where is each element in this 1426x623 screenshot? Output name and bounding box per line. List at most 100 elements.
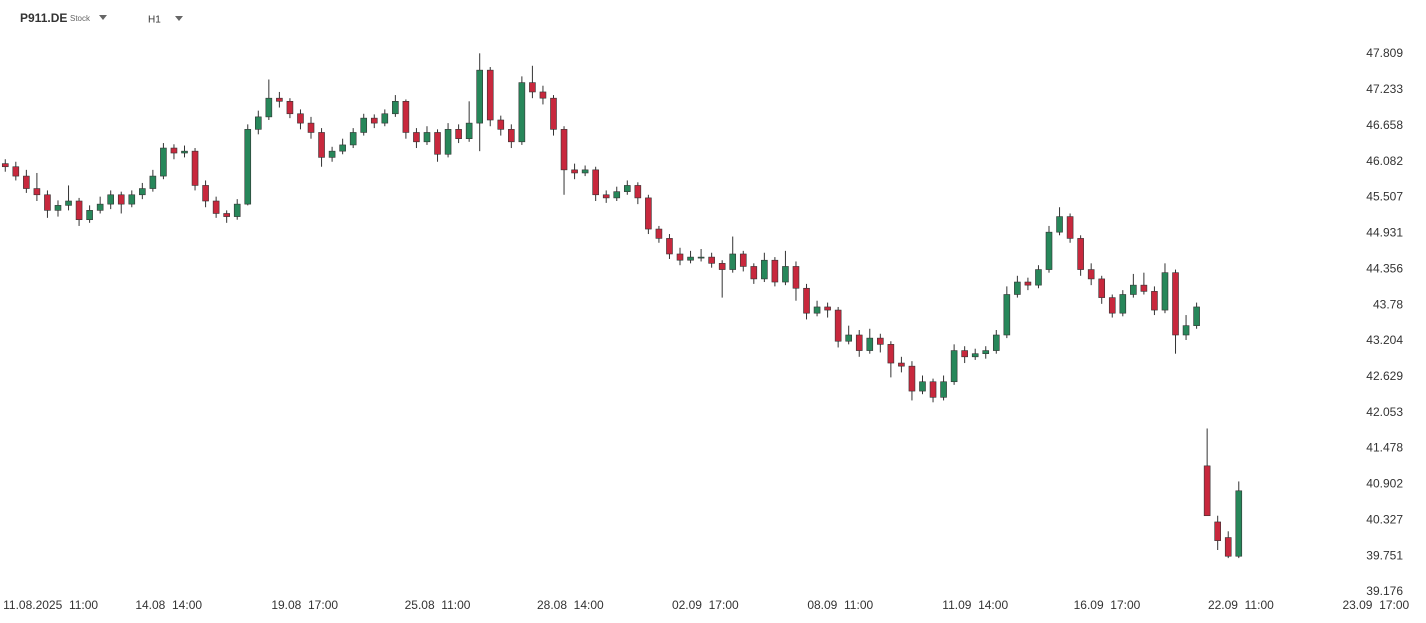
timeframe[interactable]: H1 xyxy=(148,15,161,26)
candle-body xyxy=(560,129,568,171)
candle-body xyxy=(761,259,768,280)
candle-body xyxy=(908,365,916,392)
candle-body xyxy=(307,122,315,133)
y-tick-label: 46.658 xyxy=(1366,118,1403,132)
candle-body xyxy=(170,147,178,154)
candle-body xyxy=(992,334,1000,351)
y-tick-label: 41.478 xyxy=(1366,441,1403,455)
y-tick-label: 43.78 xyxy=(1373,297,1403,311)
candle-body xyxy=(413,132,420,143)
y-tick-label: 42.053 xyxy=(1366,405,1403,419)
candle-body xyxy=(1035,269,1042,286)
x-tick-label: 23.09 17:00 xyxy=(1342,598,1409,612)
candle-body xyxy=(845,334,852,342)
candle-body xyxy=(339,144,346,152)
candle-body xyxy=(381,113,389,124)
y-tick-label: 47.809 xyxy=(1366,46,1403,60)
candle-body xyxy=(1140,284,1148,292)
x-tick-label: 02.09 17:00 xyxy=(672,598,739,612)
instrument-type[interactable]: Stock xyxy=(70,14,91,23)
candle-body xyxy=(866,337,874,351)
y-tick-label: 40.902 xyxy=(1366,477,1403,491)
candle-body xyxy=(666,238,673,255)
x-tick-label: 11.09 14:00 xyxy=(942,598,1008,612)
candle-body xyxy=(402,101,410,133)
candle-body xyxy=(687,256,694,261)
candle-body xyxy=(223,213,230,217)
candle-body xyxy=(613,191,621,199)
candle-body xyxy=(1056,216,1063,233)
candle-body xyxy=(792,266,800,289)
y-tick-label: 44.931 xyxy=(1366,226,1403,240)
candle-body xyxy=(824,306,831,311)
candle-body xyxy=(623,185,631,192)
candle-body xyxy=(1182,325,1190,336)
y-tick-label: 47.233 xyxy=(1366,82,1403,96)
candle-body xyxy=(887,344,895,364)
dropdown-arrow[interactable] xyxy=(99,15,107,20)
candle-body xyxy=(12,166,20,177)
candle-body xyxy=(128,194,136,205)
symbol-title[interactable]: P911.DE xyxy=(20,11,67,25)
candle-body xyxy=(1224,537,1232,557)
candle-body xyxy=(518,82,526,143)
candle-body xyxy=(75,200,83,221)
candle-body xyxy=(65,200,72,206)
candle-body xyxy=(455,129,462,139)
candle-body xyxy=(1172,272,1179,336)
candle-body xyxy=(392,101,399,115)
candle-body xyxy=(244,129,252,205)
candle-body xyxy=(898,362,905,367)
candle-body xyxy=(486,69,494,121)
candle-body xyxy=(1003,294,1011,336)
candle-body xyxy=(634,185,642,199)
candle-body xyxy=(771,259,779,283)
candle-body xyxy=(676,253,684,261)
candle-body xyxy=(1,163,9,168)
y-tick-label: 43.204 xyxy=(1366,333,1403,347)
candle-body xyxy=(54,205,62,211)
candle-body xyxy=(813,306,821,314)
candle-body xyxy=(23,175,30,189)
candle-body xyxy=(708,256,715,264)
candle-body xyxy=(508,129,515,143)
candle-body xyxy=(476,69,483,124)
timeframe-selector[interactable]: H1 xyxy=(148,15,183,26)
candle-body xyxy=(107,194,114,205)
candle-body xyxy=(1130,284,1137,295)
candle-body xyxy=(328,150,336,158)
candle-body xyxy=(877,337,884,345)
candle-body xyxy=(1235,490,1243,557)
candle-body xyxy=(465,122,473,139)
candle-body xyxy=(318,132,325,158)
candle-body xyxy=(729,253,737,270)
candle-body xyxy=(297,113,304,124)
candle-body xyxy=(950,350,958,383)
candle-body xyxy=(929,381,937,398)
candle-body xyxy=(1161,272,1169,311)
candle-body xyxy=(86,210,93,221)
candle-body xyxy=(592,169,599,196)
candle-body xyxy=(529,82,536,93)
candle-body xyxy=(539,91,547,99)
candle-body xyxy=(550,97,557,130)
y-tick-label: 40.327 xyxy=(1366,512,1403,526)
candle-body xyxy=(276,97,283,102)
candle-body xyxy=(233,203,241,217)
candle-body xyxy=(1087,269,1095,280)
x-tick-label: 11.08.2025 11:00 xyxy=(3,598,98,612)
candle-body xyxy=(1045,231,1053,270)
candle-body xyxy=(139,188,146,196)
candle-body xyxy=(1098,278,1106,298)
x-tick-label: 28.08 14:00 xyxy=(537,598,604,612)
candle-body xyxy=(1024,281,1032,286)
candle-body xyxy=(254,116,262,130)
candle-body xyxy=(96,203,104,211)
candle-body xyxy=(191,150,199,186)
symbol-selector[interactable]: P911.DE Stock xyxy=(20,11,107,25)
candle-body xyxy=(265,97,273,118)
y-tick-label: 39.176 xyxy=(1366,584,1403,598)
dropdown-arrow[interactable] xyxy=(175,16,183,21)
x-tick-label: 14.08 14:00 xyxy=(135,598,202,612)
